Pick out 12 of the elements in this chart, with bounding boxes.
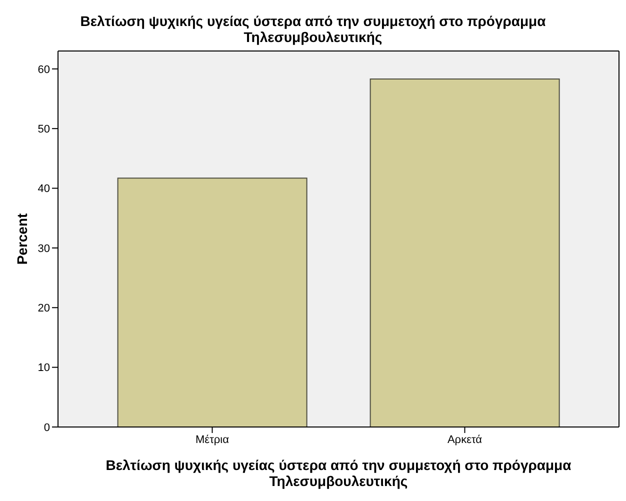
x-tick-label: Μέτρια [196,434,230,446]
chart-title: Βελτίωση ψυχικής υγείας ύστερα από την συμμετοχή στο πρόγραμμα Τηλεσυμβουλευτικής [79,13,547,45]
y-tick-label: 0 [44,422,50,434]
x-axis-title: Βελτίωση ψυχικής υγείας ύστερα από την συμμετοχή στο πρόγραμμα Τηλεσυμβουλευτικής [104,457,572,489]
y-tick-label: 50 [38,123,50,136]
y-tick-label: 30 [38,242,50,255]
y-tick-label: 10 [38,362,50,374]
y-tick-label: 40 [38,183,50,196]
y-tick-label: 60 [38,64,50,76]
y-tick-label: 20 [38,302,50,315]
x-tick-label: Αρκετά [447,434,483,446]
y-axis-title: Percent [14,213,30,265]
